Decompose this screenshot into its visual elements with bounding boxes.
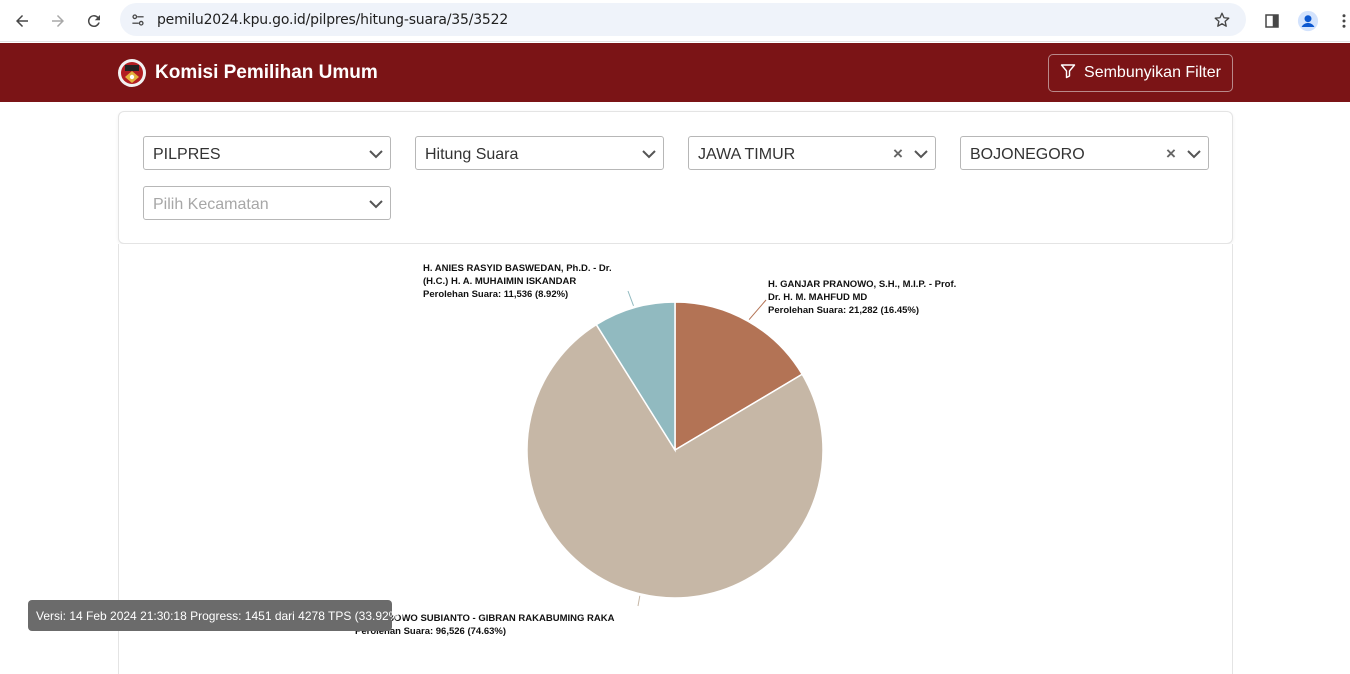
back-icon[interactable] — [7, 6, 37, 36]
label-anies-line1: H. ANIES RASYID BASWEDAN, Ph.D. - Dr. — [423, 263, 612, 274]
forward-icon[interactable] — [43, 6, 73, 36]
kpu-logo-icon[interactable] — [117, 57, 147, 89]
browser-toolbar: pemilu2024.kpu.go.id/pilpres/hitung-suar… — [0, 0, 1350, 42]
slice-anies[interactable] — [595, 301, 676, 453]
label-ganjar-line3: Perolehan Suara: 21,282 (16.45%) — [768, 305, 919, 316]
leader-line — [627, 290, 634, 307]
chevron-down-icon — [642, 150, 656, 159]
label-anies-line3: Perolehan Suara: 11,536 (8.92%) — [423, 289, 568, 300]
label-ganjar-line1: H. GANJAR PRANOWO, S.H., M.I.P. - Prof. — [768, 279, 956, 290]
site-info-icon[interactable] — [128, 10, 148, 30]
site-header: Komisi Pemilihan Umum Sembunyikan Filter — [0, 43, 1350, 102]
leader-line — [637, 595, 641, 607]
label-prabowo-line1: H. PRABOWO SUBIANTO - GIBRAN RAKABUMING … — [355, 613, 615, 624]
url-text[interactable]: pemilu2024.kpu.go.id/pilpres/hitung-suar… — [157, 12, 509, 28]
side-panel-icon[interactable] — [1260, 9, 1284, 33]
clear-icon[interactable]: × — [893, 144, 903, 163]
slice-prabowo[interactable] — [526, 323, 824, 599]
menu-icon[interactable] — [1332, 9, 1350, 33]
filter-icon — [1060, 63, 1076, 84]
chevron-down-icon — [369, 150, 383, 159]
reload-icon[interactable] — [79, 6, 109, 36]
label-prabowo-line2: Perolehan Suara: 96,526 (74.63%) — [355, 626, 506, 637]
count-type-value: Hitung Suara — [425, 146, 519, 163]
address-bar[interactable]: pemilu2024.kpu.go.id/pilpres/hitung-suar… — [120, 3, 1246, 36]
hide-filter-label: Sembunyikan Filter — [1084, 64, 1221, 81]
chevron-down-icon — [914, 150, 928, 159]
slice-ganjar[interactable] — [674, 301, 804, 452]
district-placeholder: Pilih Kecamatan — [153, 196, 269, 213]
chevron-down-icon — [1187, 150, 1201, 159]
brand-title[interactable]: Komisi Pemilihan Umum — [155, 62, 378, 83]
election-select[interactable]: PILPRES — [143, 136, 391, 170]
province-value: JAWA TIMUR — [698, 146, 796, 163]
regency-value: BOJONEGORO — [970, 146, 1085, 163]
version-progress-tooltip: Versi: 14 Feb 2024 21:30:18 Progress: 14… — [28, 600, 403, 631]
chevron-down-icon — [369, 200, 383, 209]
count-type-select[interactable]: Hitung Suara — [415, 136, 664, 170]
star-icon[interactable] — [1212, 10, 1232, 30]
clear-icon[interactable]: × — [1166, 144, 1176, 163]
regency-select[interactable]: BOJONEGORO × — [960, 136, 1209, 170]
filter-panel: PILPRES Hitung Suara JAWA TIMUR × BOJONE… — [118, 111, 1233, 244]
hide-filter-button[interactable]: Sembunyikan Filter — [1048, 54, 1233, 92]
election-value: PILPRES — [153, 146, 221, 163]
label-ganjar-line2: Dr. H. M. MAHFUD MD — [768, 292, 867, 303]
province-select[interactable]: JAWA TIMUR × — [688, 136, 936, 170]
label-anies-line2: (H.C.) H. A. MUHAIMIN ISKANDAR — [423, 276, 576, 287]
pie-chart: H. ANIES RASYID BASWEDAN, Ph.D. - Dr. (H.… — [355, 263, 956, 637]
profile-icon[interactable] — [1296, 9, 1320, 33]
district-select[interactable]: Pilih Kecamatan — [143, 186, 391, 220]
leader-line — [748, 299, 767, 320]
